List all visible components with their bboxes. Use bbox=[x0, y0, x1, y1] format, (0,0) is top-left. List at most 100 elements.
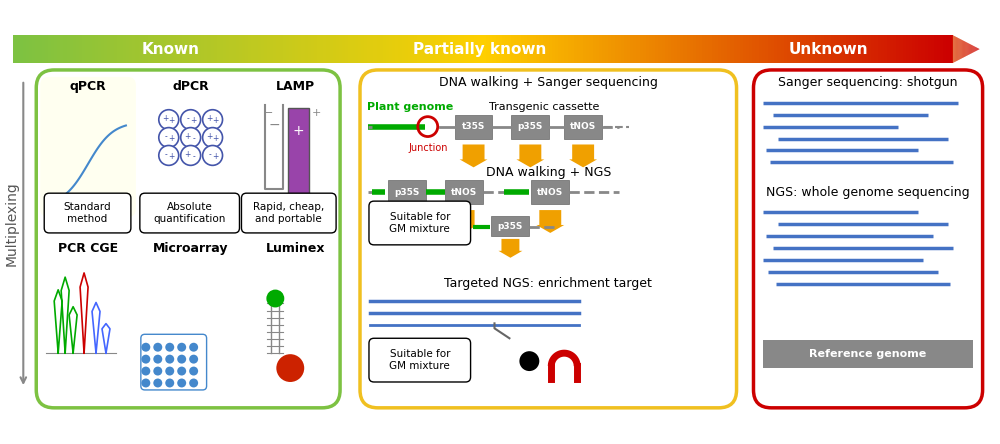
Bar bbox=[389, 35, 392, 63]
Circle shape bbox=[159, 110, 179, 130]
Bar bbox=[486, 35, 489, 63]
Bar bbox=[67, 35, 70, 63]
Bar bbox=[16, 35, 20, 63]
Bar bbox=[251, 35, 254, 63]
Circle shape bbox=[141, 379, 150, 388]
Bar bbox=[696, 35, 699, 63]
Bar bbox=[627, 35, 630, 63]
FancyArrow shape bbox=[498, 239, 522, 258]
Bar bbox=[342, 35, 345, 63]
Bar bbox=[336, 35, 339, 63]
Bar bbox=[831, 35, 834, 63]
Circle shape bbox=[153, 367, 162, 376]
Bar bbox=[915, 35, 918, 63]
Bar bbox=[546, 35, 549, 63]
Bar bbox=[715, 35, 718, 63]
Bar bbox=[464, 35, 467, 63]
Text: Unknown: Unknown bbox=[788, 42, 868, 56]
Bar bbox=[511, 115, 549, 139]
Bar bbox=[549, 35, 552, 63]
Bar bbox=[928, 35, 931, 63]
Bar bbox=[665, 35, 668, 63]
Bar bbox=[107, 35, 110, 63]
Bar bbox=[477, 35, 480, 63]
Bar bbox=[223, 35, 226, 63]
Text: +: + bbox=[184, 132, 191, 141]
Text: +: + bbox=[212, 116, 219, 125]
FancyBboxPatch shape bbox=[140, 193, 239, 233]
Bar bbox=[777, 35, 781, 63]
Bar bbox=[781, 35, 784, 63]
Circle shape bbox=[177, 355, 186, 364]
Bar bbox=[57, 35, 60, 63]
Bar bbox=[258, 35, 261, 63]
Bar bbox=[693, 35, 696, 63]
Bar bbox=[896, 35, 899, 63]
Bar bbox=[29, 35, 32, 63]
Bar bbox=[70, 35, 73, 63]
FancyArrow shape bbox=[450, 210, 478, 233]
Text: +: + bbox=[212, 134, 219, 143]
Text: +: + bbox=[163, 114, 169, 123]
Bar bbox=[564, 35, 568, 63]
Bar bbox=[273, 35, 276, 63]
Bar bbox=[840, 35, 843, 63]
Bar bbox=[445, 180, 483, 204]
Bar bbox=[254, 35, 258, 63]
Text: −: − bbox=[264, 108, 273, 118]
Bar bbox=[615, 35, 618, 63]
Bar bbox=[724, 35, 727, 63]
FancyArrow shape bbox=[536, 210, 564, 233]
Text: dPCR: dPCR bbox=[172, 80, 209, 93]
Bar bbox=[652, 35, 655, 63]
Bar bbox=[821, 35, 824, 63]
Bar bbox=[552, 35, 555, 63]
Bar bbox=[912, 35, 915, 63]
Text: Reference genome: Reference genome bbox=[809, 349, 927, 359]
Bar bbox=[909, 35, 912, 63]
Bar bbox=[809, 35, 812, 63]
Bar bbox=[740, 35, 743, 63]
Text: Rapid, cheap,
and portable: Rapid, cheap, and portable bbox=[253, 202, 324, 224]
Text: qPCR: qPCR bbox=[70, 80, 106, 93]
Text: -: - bbox=[192, 152, 195, 161]
Bar bbox=[871, 35, 874, 63]
Bar bbox=[101, 35, 104, 63]
Bar bbox=[110, 35, 114, 63]
Bar bbox=[633, 35, 636, 63]
Bar bbox=[934, 35, 937, 63]
Text: -: - bbox=[192, 134, 195, 143]
Bar bbox=[201, 35, 204, 63]
Bar bbox=[530, 35, 533, 63]
Bar bbox=[618, 35, 621, 63]
Bar bbox=[943, 35, 946, 63]
Bar bbox=[439, 35, 442, 63]
Bar bbox=[85, 35, 88, 63]
Bar bbox=[480, 35, 483, 63]
Bar bbox=[931, 35, 934, 63]
Bar bbox=[76, 35, 79, 63]
Circle shape bbox=[165, 367, 174, 376]
Text: tNOS: tNOS bbox=[537, 188, 563, 197]
Bar bbox=[887, 35, 890, 63]
Bar bbox=[145, 35, 148, 63]
Text: PCR CGE: PCR CGE bbox=[58, 242, 118, 255]
Bar bbox=[827, 35, 831, 63]
Bar bbox=[311, 35, 314, 63]
Bar bbox=[890, 35, 893, 63]
Bar bbox=[705, 35, 708, 63]
Bar bbox=[264, 35, 267, 63]
Bar bbox=[687, 35, 690, 63]
Bar bbox=[292, 35, 295, 63]
FancyBboxPatch shape bbox=[369, 201, 471, 245]
Bar bbox=[408, 35, 411, 63]
Bar bbox=[802, 35, 806, 63]
Text: +: + bbox=[169, 152, 175, 161]
Bar bbox=[589, 35, 593, 63]
Bar bbox=[511, 35, 514, 63]
Bar bbox=[424, 35, 427, 63]
Bar bbox=[388, 180, 426, 204]
Bar bbox=[843, 35, 846, 63]
Bar bbox=[727, 35, 730, 63]
Bar bbox=[496, 35, 499, 63]
